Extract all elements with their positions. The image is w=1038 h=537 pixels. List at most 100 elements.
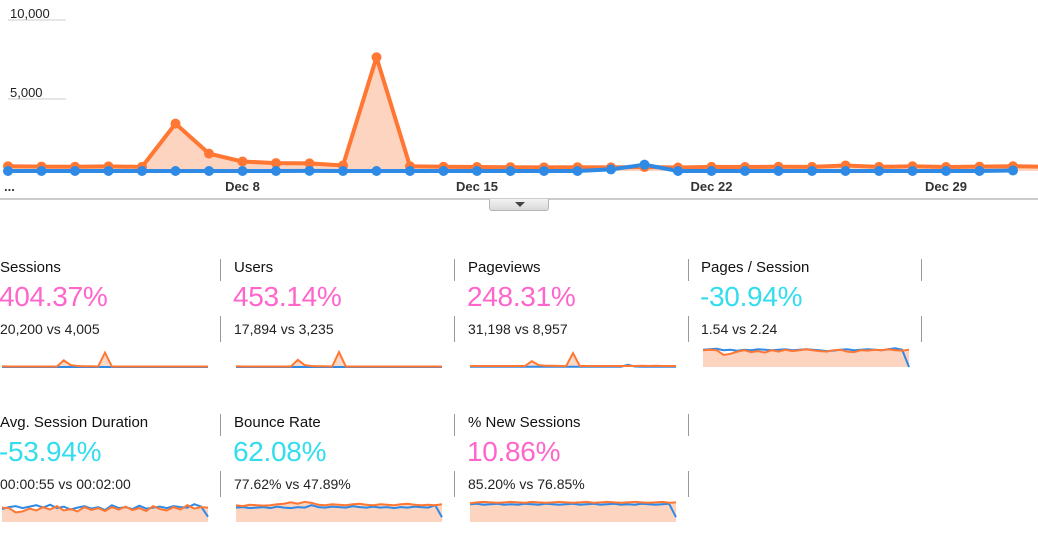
caret-down-icon [515, 202, 525, 207]
previous-data-point[interactable] [639, 159, 650, 170]
sparkline-previous [235, 503, 443, 518]
sparkline-current [235, 500, 443, 508]
axis-labels: 10,000 5,000 Dec 8 Dec 15 Dec 22 Dec 29... [4, 6, 967, 194]
metric-divider [220, 414, 221, 436]
metric-change-percent: -53.94% [0, 436, 102, 467]
previous-data-point[interactable] [137, 166, 147, 176]
metric-title: % New Sessions [468, 414, 581, 431]
metric-divider [688, 471, 689, 497]
sparkline-current [1, 350, 208, 368]
metric-sparkline [1, 350, 208, 368]
series-points [3, 52, 1018, 176]
previous-data-point[interactable] [371, 166, 382, 176]
chart-collapse-toggle[interactable] [489, 199, 549, 211]
y-tick-label: 10,000 [10, 6, 50, 21]
previous-data-point[interactable] [405, 166, 415, 176]
previous-data-point[interactable] [673, 166, 683, 176]
metric-card-sessions[interactable]: Sessions 404.37% 20,200 vs 4,005 [0, 259, 210, 379]
metric-card-users[interactable]: Users 453.14% 17,894 vs 3,235 [233, 259, 444, 379]
previous-data-point[interactable] [572, 166, 583, 176]
previous-data-point[interactable] [807, 166, 817, 176]
metric-divider [921, 316, 922, 342]
previous-data-point[interactable] [606, 164, 616, 175]
previous-data-point[interactable] [1008, 165, 1018, 176]
x-tick-label: Dec 8 [225, 179, 260, 194]
sparkline-current [235, 349, 442, 368]
previous-data-point[interactable] [103, 166, 114, 176]
previous-data-point[interactable] [840, 166, 851, 176]
metric-divider [921, 259, 922, 281]
metric-divider [454, 259, 455, 281]
metric-sparkline [702, 347, 910, 368]
current-data-point[interactable] [204, 148, 214, 159]
metric-divider [454, 471, 455, 497]
metric-comparison: 77.62% vs 47.89% [234, 476, 351, 492]
metric-divider [454, 414, 455, 436]
metric-change-percent: 453.14% [233, 281, 342, 312]
current-data-point[interactable] [170, 118, 181, 129]
sparkline-area [470, 353, 676, 367]
sparkline-current [702, 348, 910, 357]
previous-data-point[interactable] [338, 166, 348, 176]
metric-divider [688, 414, 689, 436]
current-data-point[interactable] [237, 156, 248, 167]
previous-data-point[interactable] [237, 166, 248, 176]
previous-data-point[interactable] [539, 166, 549, 176]
metric-comparison: 00:00:55 vs 00:02:00 [0, 476, 131, 492]
previous-data-point[interactable] [941, 166, 951, 176]
previous-data-point[interactable] [472, 166, 482, 176]
previous-data-point[interactable] [170, 166, 181, 176]
current-data-point[interactable] [271, 158, 281, 169]
current-data-point[interactable] [371, 52, 382, 63]
previous-data-point[interactable] [907, 166, 918, 176]
metric-comparison: 17,894 vs 3,235 [234, 321, 334, 337]
previous-data-point[interactable] [740, 166, 750, 176]
previous-data-point[interactable] [304, 165, 315, 176]
previous-data-point[interactable] [3, 166, 13, 176]
metric-sparkline [469, 500, 677, 522]
previous-data-point[interactable] [204, 166, 214, 176]
metric-divider [220, 316, 221, 342]
previous-data-point[interactable] [874, 166, 884, 176]
sparkline-area [2, 352, 208, 367]
x-tick-label: Dec 29 [925, 179, 967, 194]
previous-data-point[interactable] [438, 166, 449, 176]
metric-sparkline [235, 349, 442, 368]
metric-title: Pages / Session [701, 259, 810, 276]
metric-comparison: 20,200 vs 4,005 [0, 321, 100, 337]
metric-card-avg-session-duration[interactable]: Avg. Session Duration -53.94% 00:00:55 vs … [0, 414, 210, 534]
metric-sparkline [1, 503, 209, 522]
metric-card-new-sessions[interactable]: % New Sessions 10.86% 85.20% vs 76.85% [467, 414, 678, 534]
metric-change-percent: 10.86% [467, 436, 561, 467]
previous-data-point[interactable] [36, 166, 47, 176]
metric-sparkline [235, 500, 443, 522]
previous-data-point[interactable] [773, 166, 784, 176]
previous-data-point[interactable] [974, 166, 985, 176]
current-data-point[interactable] [304, 158, 315, 169]
x-tick-label: Dec 22 [691, 179, 733, 194]
previous-data-point[interactable] [505, 166, 516, 176]
current-series-area [8, 57, 1038, 171]
metric-card-pages-session[interactable]: Pages / Session -30.94% 1.54 vs 2.24 [700, 259, 911, 379]
metric-comparison: 85.20% vs 76.85% [468, 476, 585, 492]
previous-data-point[interactable] [271, 166, 281, 176]
current-area [8, 57, 1038, 171]
metric-divider [220, 471, 221, 497]
metric-title: Users [234, 259, 274, 276]
previous-data-point[interactable] [706, 166, 717, 176]
main-line-chart: 10,000 5,000 Dec 8 Dec 15 Dec 22 Dec 29... [0, 6, 1038, 200]
metric-change-percent: 404.37% [0, 281, 108, 312]
x-tick-label: Dec 15 [456, 179, 498, 194]
metric-title: Bounce Rate [234, 414, 321, 431]
metric-divider [454, 316, 455, 342]
metric-card-pageviews[interactable]: Pageviews 248.31% 31,198 vs 8,957 [467, 259, 678, 379]
metric-change-percent: 62.08% [233, 436, 327, 467]
y-tick-label: 5,000 [10, 85, 43, 100]
metric-card-bounce-rate[interactable]: Bounce Rate 62.08% 77.62% vs 47.89% [233, 414, 444, 534]
metric-title: Sessions [0, 259, 61, 276]
previous-data-point[interactable] [70, 166, 80, 176]
metric-sparkline [470, 350, 676, 368]
metric-divider [688, 316, 689, 342]
metric-divider [220, 259, 221, 281]
sparkline-current [470, 350, 676, 368]
